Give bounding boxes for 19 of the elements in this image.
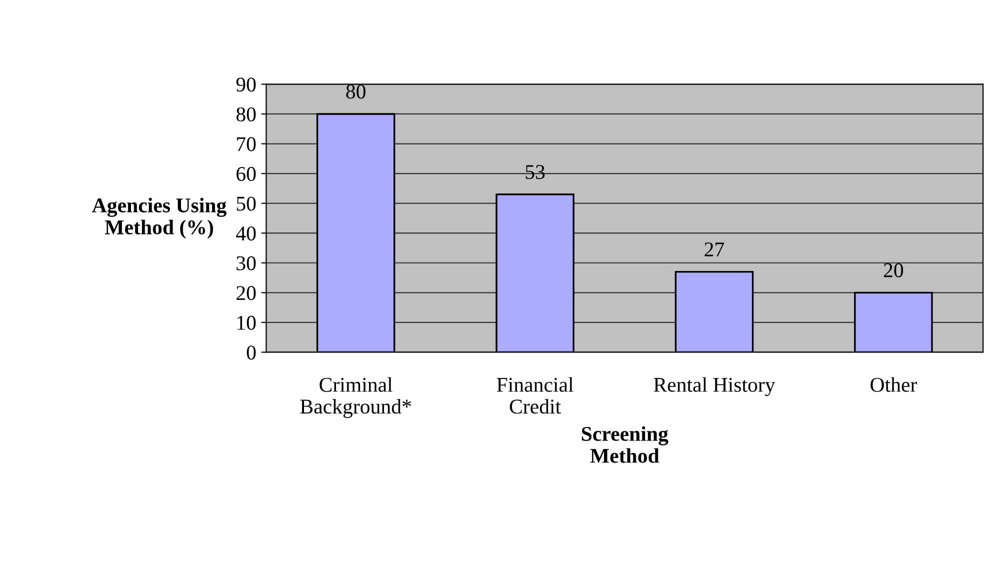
x-tick-label: Other <box>870 377 917 392</box>
y-tick-label: 40 <box>236 226 256 241</box>
data-label: 20 <box>884 263 904 278</box>
y-tick-label: 20 <box>236 286 256 300</box>
y-tick-label: 50 <box>236 196 256 211</box>
y-tick-label: 80 <box>236 107 256 122</box>
data-label: 27 <box>704 242 724 256</box>
x-tick-label: Criminal Background* <box>300 377 411 418</box>
x-tick-label: Financial Credit <box>496 377 574 414</box>
y-tick-label: 0 <box>246 346 256 360</box>
y-tick-label: 30 <box>236 256 256 270</box>
y-tick-label: 60 <box>236 166 256 181</box>
y-tick-label: 90 <box>236 78 256 92</box>
x-axis-title: Screening Method <box>582 426 668 463</box>
x-tick-label: Rental History <box>654 377 776 396</box>
y-tick-label: 10 <box>237 316 256 330</box>
y-tick-label: 70 <box>237 137 256 152</box>
data-label: 80 <box>346 84 366 99</box>
y-axis-title: Agencies Using Method (%) <box>92 198 226 239</box>
